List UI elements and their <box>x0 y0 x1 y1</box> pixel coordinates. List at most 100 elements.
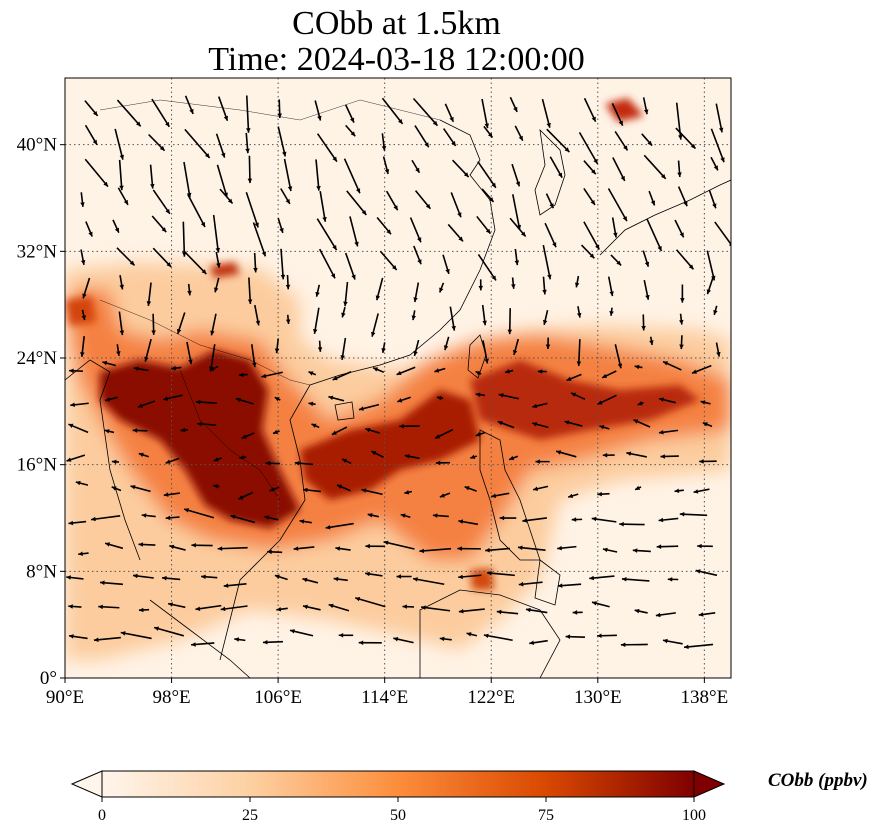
plume-core-east2 <box>470 360 700 440</box>
wind-vector-head <box>335 546 341 551</box>
wind-vector-head <box>436 395 442 401</box>
wind-vector-head <box>645 294 650 300</box>
wind-vector-head <box>186 192 192 198</box>
wind-vector-head <box>507 329 513 335</box>
wind-vector-head <box>68 520 74 526</box>
coastline-borneo <box>419 589 561 678</box>
wind-vector-head <box>201 269 207 275</box>
plot-frame <box>64 77 732 679</box>
wind-vector-head <box>216 262 221 268</box>
wind-vector-head <box>180 427 186 433</box>
wind-vector-shaft <box>383 541 415 550</box>
wind-vector-head <box>590 199 595 205</box>
wind-vector-head <box>637 401 643 406</box>
coastline-taiwan <box>467 334 487 379</box>
lat-tick-label: 40°N <box>17 135 58 156</box>
wind-vector-head <box>545 344 551 349</box>
wind-vector-head <box>609 291 614 297</box>
wind-vector-shaft <box>315 159 320 191</box>
wind-vector-head <box>487 570 492 576</box>
wind-vector-head <box>599 425 605 430</box>
colorbar-tick-label: 75 <box>538 807 554 824</box>
wind-vector-head <box>355 188 361 194</box>
wind-vector-head <box>253 267 258 273</box>
colorbar-ticks: 0 25 50 75 100 <box>98 797 706 824</box>
wind-vector-head <box>435 460 441 466</box>
wind-vector-head <box>535 459 540 464</box>
wind-vector-head <box>239 455 245 460</box>
wind-vector-head <box>589 575 594 581</box>
wind-vector-head <box>265 461 271 466</box>
wind-vector-head <box>597 633 602 639</box>
wind-vector-head <box>66 575 71 580</box>
wind-vector-shaft <box>675 127 697 150</box>
wind-vector-head <box>123 199 128 205</box>
coastline-bay-of-bengal <box>65 359 141 561</box>
wind-vector-shaft <box>217 546 248 550</box>
wind-vector-head <box>355 596 361 602</box>
wind-vector-shaft <box>511 194 521 230</box>
wind-vector-head <box>187 290 192 296</box>
wind-vector-head <box>162 575 167 581</box>
wind-vector-head <box>311 423 317 428</box>
wind-vector-head <box>720 157 725 163</box>
wind-vector-head <box>417 237 422 243</box>
wind-vector-head <box>695 569 701 574</box>
wind-vector-head <box>613 232 618 238</box>
wind-vector-head <box>641 326 646 331</box>
wind-vector-head <box>478 285 484 291</box>
wind-vector-shaft <box>277 126 287 157</box>
wind-vector-head <box>475 432 481 437</box>
lat-tick-label: 0° <box>40 668 57 689</box>
wind-vector-head <box>425 203 431 209</box>
lat-tick-label: 32°N <box>17 241 58 262</box>
wind-vector-head <box>522 518 528 523</box>
wind-vector-shaft <box>118 159 123 191</box>
wind-vector-head <box>381 145 387 151</box>
wind-vector-head <box>373 367 379 372</box>
wind-vector-head <box>512 350 518 355</box>
wind-vector-shaft <box>412 97 439 127</box>
wind-vector-head <box>498 393 504 398</box>
wind-vector-head <box>564 420 570 425</box>
wind-vector-head <box>514 260 520 266</box>
wind-vector-head <box>557 172 563 178</box>
plume-spot-ne <box>605 98 644 122</box>
wind-vector-head <box>75 480 81 486</box>
wind-vector-head <box>195 606 201 611</box>
wind-vector-head <box>386 229 392 235</box>
coastlines <box>65 119 731 678</box>
wind-vector-head <box>537 369 543 374</box>
wind-vector-shaft <box>706 250 716 281</box>
wind-vector-head <box>105 397 111 402</box>
wind-vector-shaft <box>280 248 285 280</box>
lat-tick-label: 24°N <box>17 348 58 369</box>
wind-vector-head <box>332 245 337 251</box>
wind-vector-head <box>392 265 397 271</box>
wind-vector-head <box>402 604 407 609</box>
wind-vector-head <box>189 108 194 114</box>
wind-vector-head <box>163 396 169 401</box>
wind-vector-head <box>371 331 376 337</box>
colorbar-extend-max <box>693 770 726 798</box>
wind-vector-head <box>656 544 662 549</box>
wind-vector-head <box>393 636 399 642</box>
wind-vector-head <box>365 571 370 577</box>
wind-vector-shaft <box>517 546 546 552</box>
colorbar-tick-label: 0 <box>98 807 106 824</box>
wind-vector-shaft <box>412 577 445 586</box>
wind-vector-head <box>658 429 664 435</box>
wind-vector-head <box>133 366 139 371</box>
wind-vector-shaft <box>84 158 109 188</box>
wind-vector-head <box>241 434 247 439</box>
wind-vector-shaft <box>220 605 248 611</box>
wind-vector-head <box>274 574 280 579</box>
wind-vector-head <box>261 373 267 379</box>
wind-vector-shaft <box>349 216 359 247</box>
wind-vector-head <box>209 366 215 371</box>
wind-vector-head <box>728 243 731 247</box>
wind-vector-head <box>168 602 173 607</box>
wind-vector-head <box>338 632 344 638</box>
coastline-mindanao <box>534 559 561 606</box>
